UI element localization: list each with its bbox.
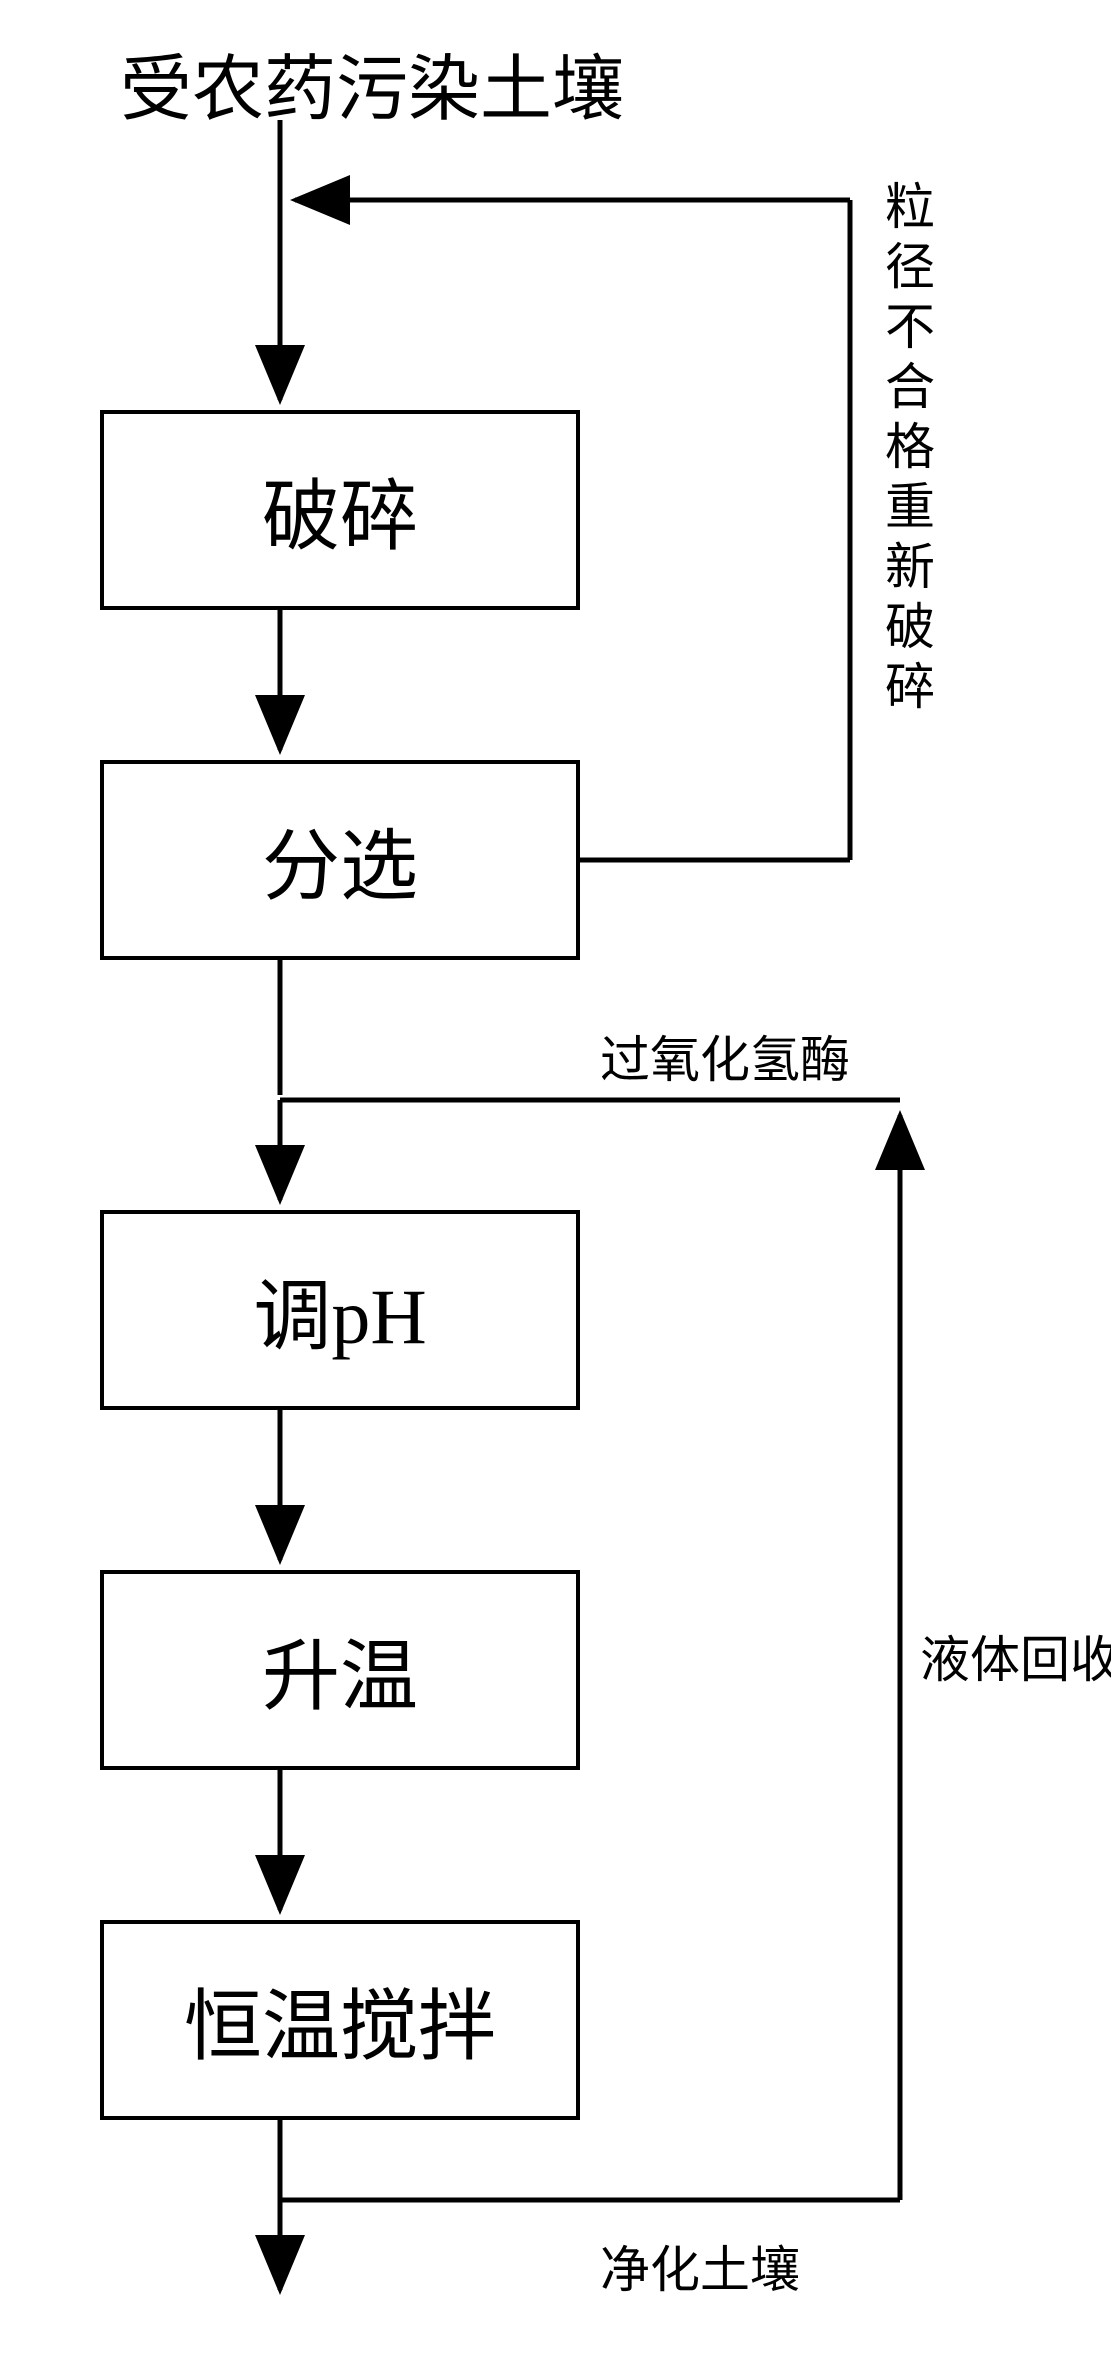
connectors-svg [0, 0, 1111, 2364]
